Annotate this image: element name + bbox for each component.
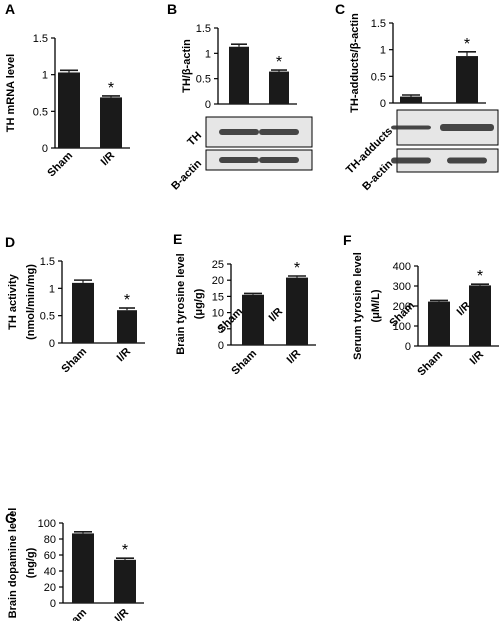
y-axis-label: Brain dopamine level <box>7 508 19 619</box>
y-tick-label: 0.5 <box>40 311 55 323</box>
y-tick-label: 0 <box>50 598 56 610</box>
y-tick-label: 1 <box>205 48 211 60</box>
chart-panel-e: E 0 5 10 15 20 25 Sham * I/R Brain tyrosine level (… <box>173 231 316 377</box>
significance-mark: * <box>124 292 130 309</box>
panel-label: F <box>343 232 352 248</box>
chart-panel-f: F 0 100 200 300 400 Sham * I/R Serum tyrosine lev… <box>343 232 499 378</box>
panel-label: B <box>167 1 177 17</box>
blot-band <box>447 157 487 164</box>
y-tick-label: 0 <box>405 341 411 353</box>
significance-mark: * <box>108 80 114 97</box>
y-tick-label: 100 <box>38 518 56 530</box>
y-tick-label: 0 <box>49 338 55 350</box>
panel-label: E <box>173 231 182 247</box>
blot-band <box>391 125 431 130</box>
y-tick-label: 1.5 <box>40 256 55 268</box>
blot-band <box>259 157 299 163</box>
blot-band <box>440 124 494 131</box>
y-tick-label: 400 <box>393 261 411 273</box>
y-axis-label: TH mRNA level <box>5 54 17 132</box>
y-tick-label: 20 <box>212 275 224 287</box>
y-tick-label: 1 <box>380 45 386 57</box>
y-axis-label: (μg/g) <box>193 288 205 319</box>
category-label: Sham <box>59 606 89 621</box>
y-tick-label: 0.5 <box>371 71 386 83</box>
panel-label: G <box>5 510 16 526</box>
y-tick-label: 200 <box>393 301 411 313</box>
bar-sham <box>400 96 422 103</box>
category-label: Sham <box>229 347 259 377</box>
y-axis-label: (μM/L) <box>370 289 382 322</box>
blot-band <box>391 157 431 164</box>
bar-ir <box>117 310 137 343</box>
bar-sham <box>72 282 94 343</box>
y-tick-label: 0 <box>205 99 211 111</box>
bar-ir <box>469 285 491 346</box>
y-tick-label: 10 <box>212 308 224 320</box>
bar-sham <box>58 72 80 148</box>
category-label: I/R <box>113 607 131 621</box>
category-label: I/R <box>267 306 285 324</box>
y-axis-label: Serum tyrosine level <box>352 252 364 360</box>
significance-mark: * <box>122 542 128 559</box>
bar-ir <box>286 277 308 345</box>
y-tick-label: 0.5 <box>33 106 48 118</box>
y-tick-label: 0 <box>42 143 48 155</box>
significance-mark: * <box>276 54 282 71</box>
panel-label: C <box>335 1 345 17</box>
y-tick-label: 15 <box>212 291 224 303</box>
blot-band <box>259 129 299 135</box>
category-label: I/R <box>115 346 133 364</box>
category-label: Sham <box>59 345 89 375</box>
category-label: Sham <box>415 348 445 378</box>
blot-band <box>219 157 259 163</box>
bar-ir <box>456 56 478 103</box>
blot-band <box>219 129 259 135</box>
y-tick-label: 1 <box>49 283 55 295</box>
y-axis-label: (ng/g) <box>25 547 37 578</box>
y-axis-label: TH-adducts/β-actin <box>349 13 361 113</box>
panel-label: D <box>5 234 15 250</box>
chart-panel-a: A 0 0.5 1 1.5 Sham * I/R TH mRNA level <box>5 1 130 179</box>
significance-mark: * <box>477 268 483 285</box>
bar-ir <box>269 71 289 104</box>
bar-ir <box>100 97 122 148</box>
bar-sham <box>428 301 450 346</box>
significance-mark: * <box>294 260 300 277</box>
bar-sham <box>72 533 94 603</box>
y-tick-label: 40 <box>44 566 56 578</box>
bar-sham <box>229 46 249 104</box>
y-axis-label: (nmol/min/mg) <box>25 264 37 340</box>
y-tick-label: 5 <box>218 324 224 336</box>
category-label: I/R <box>99 150 117 168</box>
y-tick-label: 0 <box>218 340 224 352</box>
y-tick-label: 80 <box>44 534 56 546</box>
y-axis-label: TH/β-actin <box>181 39 193 93</box>
panel-label: A <box>5 1 15 17</box>
y-tick-label: 0.5 <box>196 74 211 86</box>
y-tick-label: 60 <box>44 550 56 562</box>
significance-mark: * <box>464 36 470 53</box>
bar-sham <box>242 294 264 345</box>
y-tick-label: 1.5 <box>196 23 211 35</box>
category-label: Sham <box>45 149 75 179</box>
y-tick-label: 100 <box>393 321 411 333</box>
y-tick-label: 1 <box>42 70 48 82</box>
category-label: I/R <box>285 348 303 366</box>
blot-label: B-actin <box>169 157 204 192</box>
y-tick-label: 25 <box>212 259 224 271</box>
y-tick-label: 20 <box>44 582 56 594</box>
bar-ir <box>114 559 136 603</box>
y-axis-label: Brain tyrosine level <box>175 253 187 355</box>
y-tick-label: 0 <box>380 98 386 110</box>
y-tick-label: 300 <box>393 281 411 293</box>
chart-panel-d: D 0 0.5 1 1.5 Sham * I/R TH activity (nmol/min/mg… <box>5 234 145 375</box>
blot-label: TH <box>185 130 204 149</box>
chart-panel-g: G 0 20 40 60 80 100 Sham * I/R Brain dopamine leve… <box>5 508 144 621</box>
y-tick-label: 1.5 <box>371 18 386 30</box>
y-axis-label: TH activity <box>7 273 19 330</box>
category-label: I/R <box>468 349 486 367</box>
y-tick-label: 1.5 <box>33 33 48 45</box>
